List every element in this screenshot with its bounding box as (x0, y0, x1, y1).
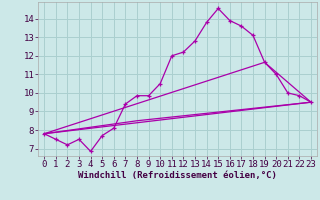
X-axis label: Windchill (Refroidissement éolien,°C): Windchill (Refroidissement éolien,°C) (78, 171, 277, 180)
